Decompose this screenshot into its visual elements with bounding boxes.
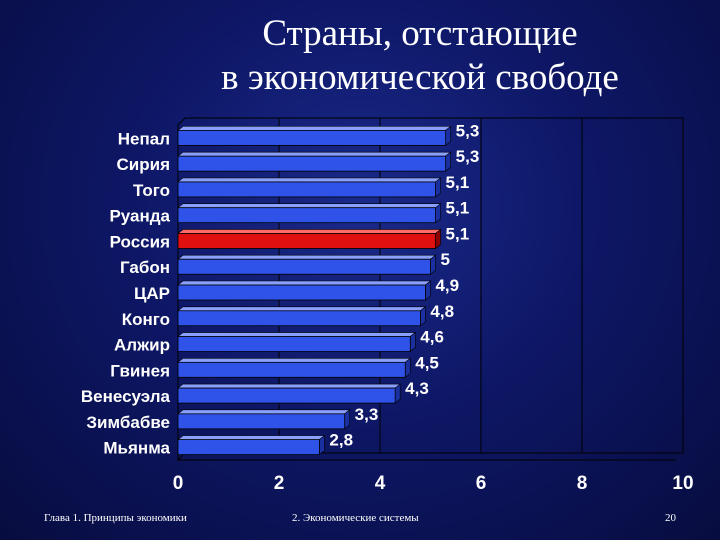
bar-top-face <box>177 409 351 415</box>
x-tick-label: 0 <box>173 473 184 494</box>
category-label: Конго <box>122 310 170 329</box>
title-line-1: Страны, отстающие <box>262 13 578 54</box>
value-label: 5,1 <box>446 173 470 192</box>
bar <box>177 413 346 430</box>
category-label: Алжир <box>114 336 170 355</box>
x-tick-label: 6 <box>476 473 487 494</box>
bar <box>177 207 436 224</box>
category-label: Того <box>133 181 170 200</box>
value-label: 5,1 <box>446 199 470 218</box>
bar <box>177 336 411 352</box>
category-label: Руанда <box>109 207 170 226</box>
bar <box>177 310 421 327</box>
bar-top-face <box>177 358 412 363</box>
bar <box>177 284 426 301</box>
value-label: 4,9 <box>435 276 459 295</box>
value-label: 3,3 <box>355 405 379 424</box>
bar <box>177 387 396 404</box>
bar <box>177 129 447 146</box>
x-tick-label: 10 <box>672 473 693 494</box>
category-label: Россия <box>110 232 170 251</box>
category-label: Непал <box>118 129 170 148</box>
value-label: 5,3 <box>456 147 480 166</box>
bar-top-face <box>177 151 452 157</box>
bar-top-face <box>177 306 427 312</box>
page-number: 20 <box>665 512 676 524</box>
category-label: Мьянма <box>103 439 170 458</box>
category-label: Зимбабве <box>86 413 170 432</box>
category-label: Венесуэла <box>81 387 171 406</box>
bar-top-face <box>177 280 432 286</box>
x-tick-label: 4 <box>375 473 386 494</box>
bar-top-face <box>177 332 417 337</box>
value-label: 4,5 <box>415 353 439 372</box>
value-label: 4,3 <box>405 379 429 398</box>
bar <box>177 361 406 378</box>
category-label: Сирия <box>117 155 170 174</box>
value-label: 4,6 <box>420 328 444 347</box>
bar <box>177 439 320 456</box>
title-line-2: в экономической свободе <box>221 57 619 98</box>
bar-top-face <box>177 203 442 208</box>
bar-top-face <box>177 254 437 260</box>
value-label: 2,8 <box>329 431 353 450</box>
footer-chapter: Глава 1. Принципы экономики <box>44 512 187 524</box>
bar-top-face <box>177 126 452 131</box>
bar <box>177 181 436 198</box>
bar <box>177 258 431 275</box>
bar-top-face <box>177 383 402 389</box>
value-label: 5,1 <box>446 224 470 243</box>
category-label: Гвинея <box>110 361 170 380</box>
slide-title: Страны, отстающие в экономической свобод… <box>140 12 700 100</box>
footer-section: 2. Экономические системы <box>292 512 419 524</box>
value-label: 4,8 <box>430 302 454 321</box>
x-tick-label: 2 <box>274 473 285 494</box>
value-label: 5,3 <box>456 121 480 140</box>
bar-top-face <box>177 177 442 183</box>
bar <box>177 155 447 172</box>
category-label: Габон <box>120 258 170 277</box>
category-label: ЦАР <box>134 284 170 303</box>
value-label: 5 <box>441 250 450 269</box>
x-tick-label: 8 <box>577 473 588 494</box>
bar-top-face <box>177 229 442 234</box>
bar-top-face <box>177 435 326 440</box>
bar <box>177 233 436 249</box>
